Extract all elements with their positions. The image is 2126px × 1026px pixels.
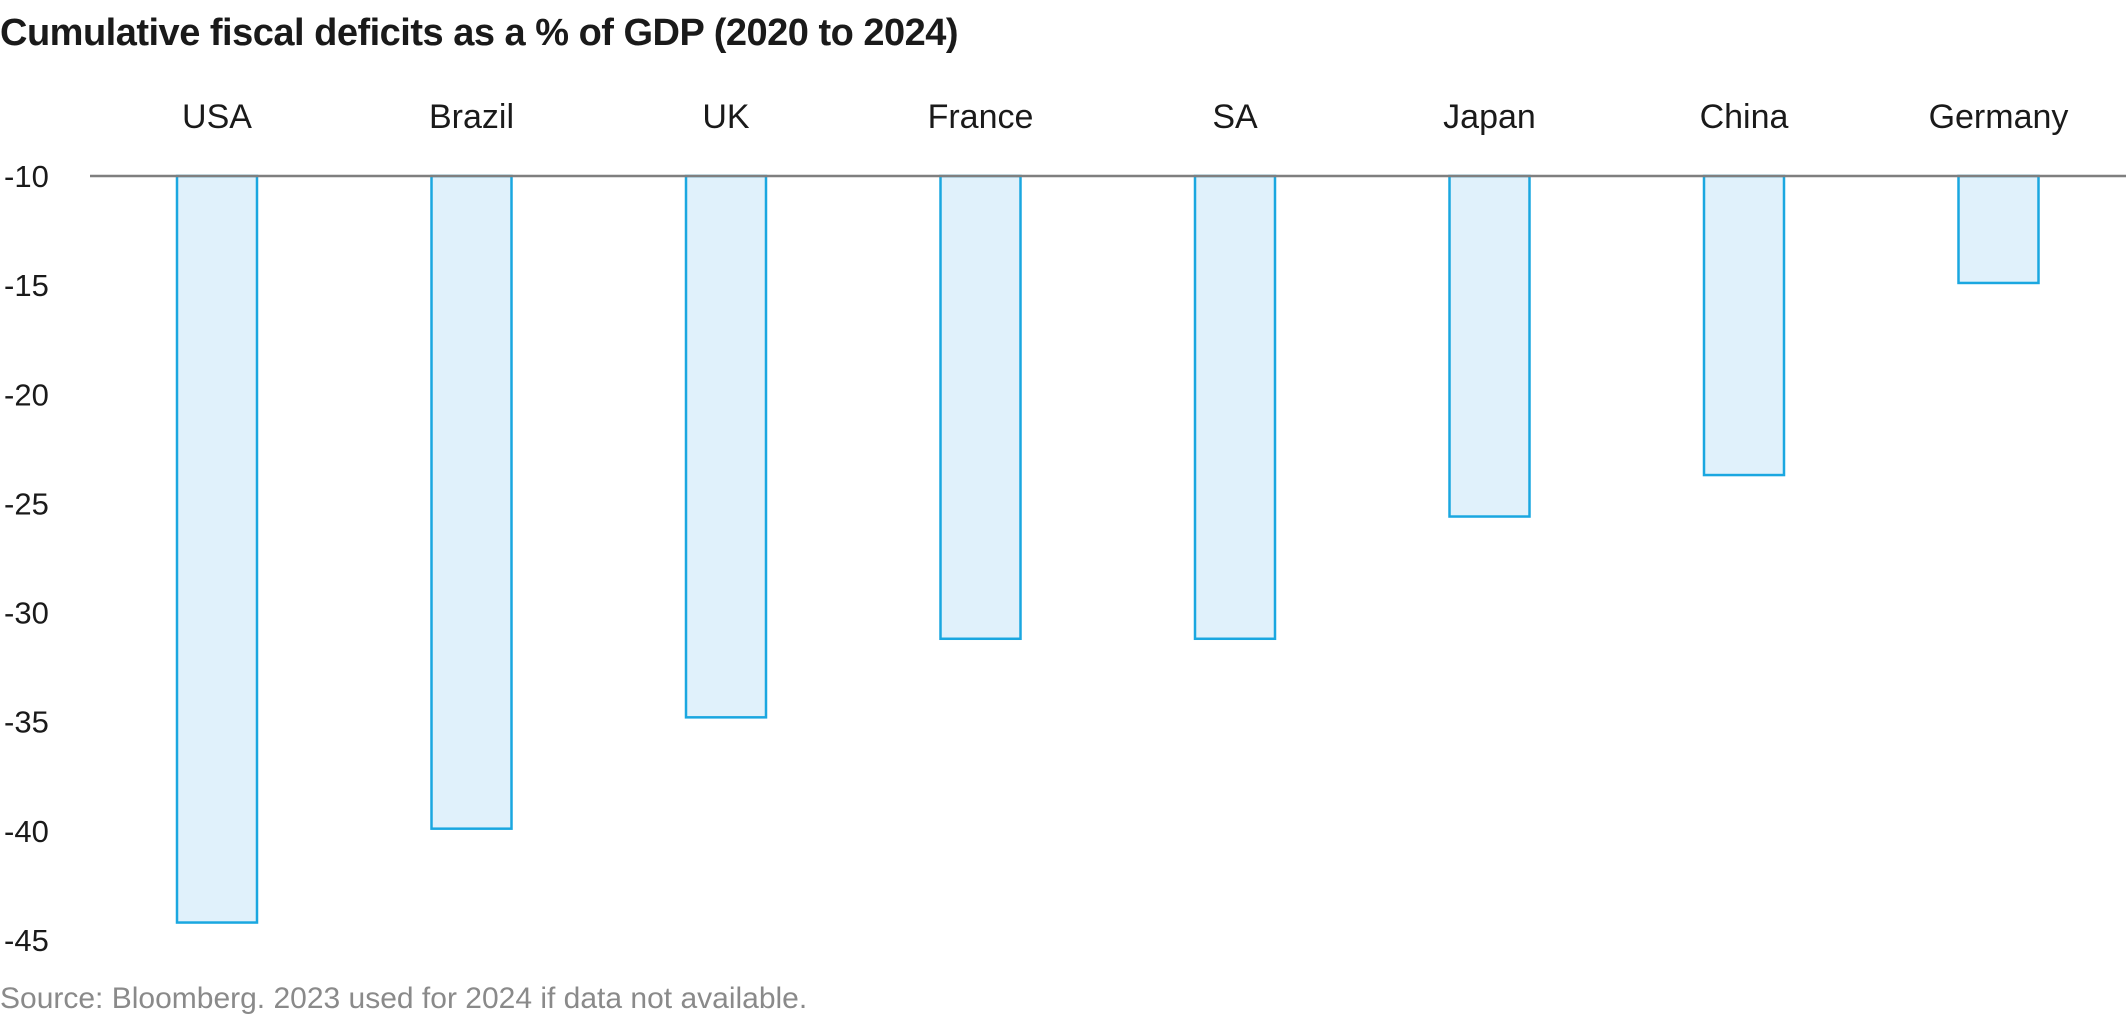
bar-france bbox=[939, 174, 1022, 641]
category-label: Japan bbox=[1443, 98, 1536, 136]
y-tick-label: -40 bbox=[4, 814, 49, 849]
y-tick-label: -15 bbox=[4, 268, 49, 303]
chart-title: Cumulative fiscal deficits as a % of GDP… bbox=[0, 12, 959, 54]
y-tick-label: -20 bbox=[4, 377, 49, 412]
y-tick-label: -45 bbox=[4, 923, 49, 958]
category-label: USA bbox=[182, 98, 252, 136]
bar-usa bbox=[175, 174, 259, 924]
y-tick-label: -35 bbox=[4, 705, 49, 740]
bar-sa bbox=[1193, 174, 1277, 641]
category-label: Germany bbox=[1929, 98, 2069, 136]
y-tick-label: -30 bbox=[4, 596, 49, 631]
bar-china bbox=[1702, 174, 1786, 477]
source-note: Source: Bloomberg. 2023 used for 2024 if… bbox=[0, 982, 808, 1015]
category-label: UK bbox=[702, 98, 750, 136]
y-tick-label: -25 bbox=[4, 486, 49, 521]
bar-japan bbox=[1448, 174, 1531, 518]
bar-germany bbox=[1957, 174, 2040, 285]
category-label: France bbox=[928, 98, 1034, 136]
bar-brazil bbox=[430, 174, 513, 830]
category-label: SA bbox=[1212, 98, 1258, 136]
y-tick-label: -10 bbox=[4, 159, 49, 194]
bar-chart: -10 -15 -20 -25 -30 -35 -40 -45 USA Brazil UK Franc… bbox=[4, 98, 2126, 958]
category-label: Brazil bbox=[429, 98, 514, 136]
bar-uk bbox=[684, 174, 768, 719]
category-label: China bbox=[1700, 98, 1789, 136]
